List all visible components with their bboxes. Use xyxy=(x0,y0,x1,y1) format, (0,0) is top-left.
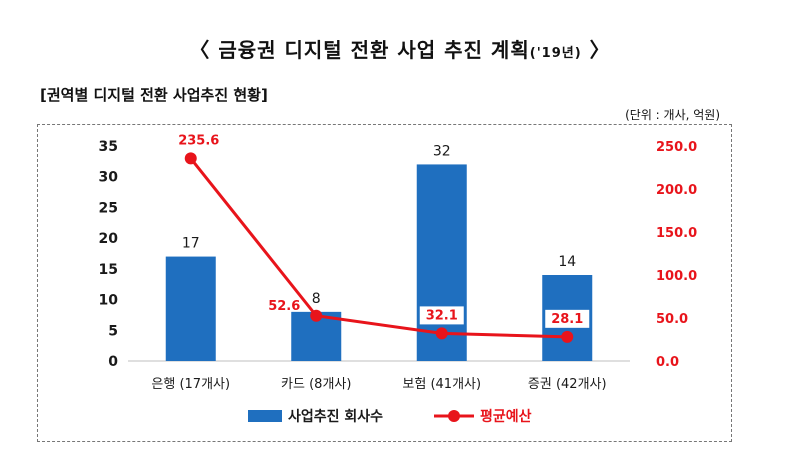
y-right-tick-label: 150.0 xyxy=(656,226,697,241)
y-left-tick-label: 0 xyxy=(108,354,118,370)
y-right-tick-label: 50.0 xyxy=(656,312,688,327)
bar xyxy=(165,256,216,361)
x-tick-label: 카드 (8개사) xyxy=(281,377,351,392)
line-point xyxy=(561,330,574,343)
line-point xyxy=(435,327,448,340)
bar-value-label: 32 xyxy=(433,143,451,159)
x-tick-label: 보험 (41개사) xyxy=(402,377,481,392)
x-tick-label: 은행 (17개사) xyxy=(151,376,230,392)
section-title: [권역별 디지털 전환 사업추진 현황] xyxy=(40,86,268,104)
x-tick-label: 증권 (42개사) xyxy=(528,377,607,392)
y-left-tick-label: 25 xyxy=(99,200,118,216)
line-value-label: 28.1 xyxy=(551,312,583,327)
line-point xyxy=(310,309,323,322)
legend-line-label: 평균예산 xyxy=(480,408,532,425)
page-title: 〈 금융권 디지털 전환 사업 추진 계획('19년) 〉 xyxy=(0,34,800,63)
page-title-close: 〉 xyxy=(589,38,611,62)
chart-frame xyxy=(37,124,732,442)
y-right-tick-label: 200.0 xyxy=(656,183,697,198)
bar-value-label: 17 xyxy=(182,236,200,252)
legend-bar-swatch xyxy=(248,410,282,422)
line-value-label: 235.6 xyxy=(178,133,219,148)
y-left-tick-label: 20 xyxy=(99,231,119,247)
y-left-tick-label: 30 xyxy=(99,170,119,186)
y-left-tick-label: 10 xyxy=(99,293,119,309)
legend-line-marker xyxy=(448,410,460,422)
line-label-background xyxy=(419,306,464,325)
y-left-tick-label: 15 xyxy=(99,262,118,278)
page-title-year: ('19년) xyxy=(529,46,582,61)
y-left-tick-label: 5 xyxy=(108,323,118,339)
line-value-label: 32.1 xyxy=(426,308,458,323)
unit-note: (단위 : 개사, 억원) xyxy=(625,108,720,122)
y-right-tick-label: 0.0 xyxy=(656,355,679,370)
line-point xyxy=(184,152,197,165)
page-title-main: 〈 금융권 디지털 전환 사업 추진 계획 xyxy=(189,38,530,62)
bar-value-label: 8 xyxy=(312,291,321,307)
line-value-label: 52.6 xyxy=(268,299,300,314)
line-label-background xyxy=(545,309,590,328)
line-series xyxy=(189,157,568,339)
legend-bar-label: 사업추진 회사수 xyxy=(288,408,383,425)
y-left-tick-label: 35 xyxy=(99,139,118,155)
y-right-tick-label: 250.0 xyxy=(656,140,697,155)
y-right-tick-label: 100.0 xyxy=(656,269,697,284)
bar-value-label: 14 xyxy=(558,254,576,270)
